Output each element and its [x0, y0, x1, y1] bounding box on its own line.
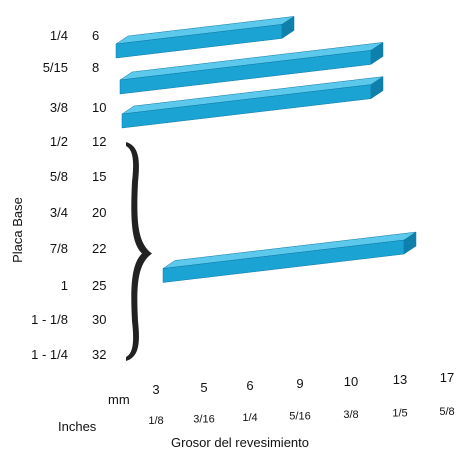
- x-tick-inch-label: 1/8: [148, 415, 163, 427]
- y-tick-inch-label: 5/8: [50, 169, 68, 184]
- y-tick-mm-label: 6: [92, 28, 99, 43]
- y-tick-mm-label: 30: [92, 312, 106, 327]
- y-tick-inch-label: 7/8: [50, 241, 68, 256]
- x-tick-inch-label: 3/16: [193, 414, 214, 426]
- bars-layer: [115, 15, 417, 283]
- bar-end-face: [370, 41, 384, 65]
- y-tick-mm-label: 22: [92, 241, 106, 256]
- y-axis-title: Placa Base: [10, 197, 25, 263]
- x-tick-inch-label: 1/4: [242, 412, 257, 424]
- y-tick-mm-label: 10: [92, 100, 106, 115]
- bar: [119, 41, 384, 95]
- y-tick-inch-label: 1 - 1/8: [31, 312, 68, 327]
- x-tick-mm-label: 9: [296, 376, 303, 391]
- y-tick-mm-label: 25: [92, 278, 106, 293]
- x-axis-mm-label: mm: [108, 392, 130, 407]
- x-axis-title: Grosor del revesimiento: [171, 435, 309, 450]
- y-tick-mm-label: 32: [92, 347, 106, 362]
- y-tick-inch-label: 1 - 1/4: [31, 347, 68, 362]
- x-tick-inch-label: 5/8: [439, 406, 454, 418]
- x-tick-mm-label: 6: [246, 378, 253, 393]
- y-tick-inch-label: 5/15: [43, 60, 68, 75]
- x-tick-mm-label: 3: [152, 382, 159, 397]
- x-tick-mm-label: 10: [344, 374, 358, 389]
- y-tick-inch-label: 3/8: [50, 100, 68, 115]
- x-tick-mm-label: 5: [200, 380, 207, 395]
- bar-end-face: [403, 231, 417, 255]
- bar: [115, 15, 295, 59]
- y-tick-mm-label: 15: [92, 169, 106, 184]
- x-tick-inch-label: 5/16: [289, 411, 310, 423]
- y-tick-mm-label: 8: [92, 60, 99, 75]
- y-tick-inch-label: 3/4: [50, 205, 68, 220]
- x-tick-mm-label: 13: [393, 372, 407, 387]
- x-tick-mm-label: 17: [440, 370, 454, 385]
- bar-end-face: [370, 76, 384, 100]
- y-tick-mm-label: 20: [92, 205, 106, 220]
- x-axis-inches-label: Inches: [58, 419, 97, 434]
- x-tick-labels: 3 1/8 5 3/16 6 1/4 9 5/16 10 3/8 13 1/5 17 5/8: [148, 370, 454, 427]
- bar-end-face: [281, 15, 295, 39]
- y-tick-inch-label: 1: [61, 278, 68, 293]
- y-tick-mm-label: 12: [92, 134, 106, 149]
- y-tick-inch-label: 1/2: [50, 134, 68, 149]
- y-tick-labels: 1/4 6 5/15 8 3/8 10 1/2 12 5/8 15 3/4 20 7/8 22 1 25 1 -…: [31, 28, 106, 362]
- bar: [162, 231, 417, 283]
- y-tick-inch-label: 1/4: [50, 28, 68, 43]
- x-tick-inch-label: 3/8: [343, 409, 358, 421]
- bar: [121, 76, 384, 129]
- range-bracket: [126, 142, 152, 361]
- x-tick-inch-label: 1/5: [392, 408, 407, 420]
